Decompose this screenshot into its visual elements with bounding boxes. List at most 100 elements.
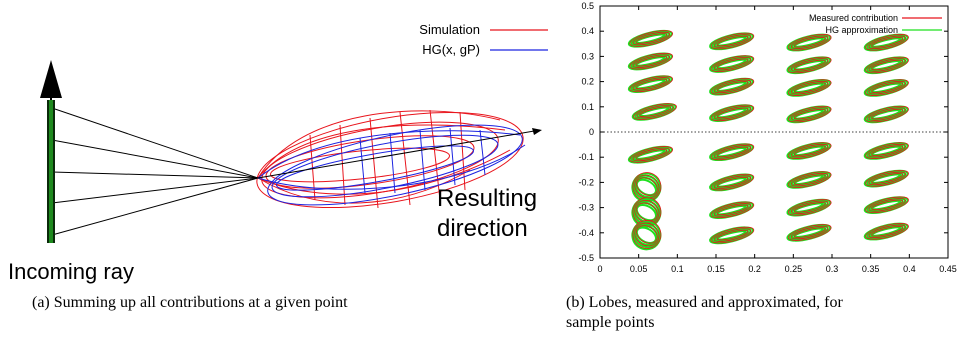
measured-lobe-ring	[713, 228, 752, 242]
measured-lobe-ring	[865, 223, 909, 240]
measured-lobe-ring	[868, 80, 906, 95]
hg-lobe-ring	[635, 56, 666, 67]
measured-lobe-ring	[632, 77, 671, 91]
measured-lobe-ring	[710, 104, 755, 122]
measured-lobe-ring	[716, 204, 749, 216]
figure-a: Simulation HG(x, gP) Resulting direction…	[0, 0, 560, 290]
measured-lobe-ring	[793, 82, 826, 93]
lobe	[709, 77, 755, 96]
measured-lobe-ring	[713, 34, 752, 48]
measured-lobe-ring	[790, 225, 829, 240]
lobe	[863, 142, 909, 160]
measured-lobe-ring	[710, 173, 755, 191]
x-tick-label: 0.25	[785, 264, 803, 274]
hg-lobe-ring	[716, 146, 747, 158]
hg-lobe-ring	[635, 149, 666, 160]
measured-lobe-ring	[710, 201, 755, 219]
hg-lobe-ring	[635, 78, 666, 90]
measured-lobe-ring	[793, 227, 826, 238]
lobe	[627, 29, 674, 48]
x-tick-label: 0.1	[671, 264, 684, 274]
x-tick-label: 0.05	[630, 264, 648, 274]
lobe	[786, 198, 832, 217]
measured-lobe-ring	[787, 34, 832, 51]
lobe	[709, 104, 755, 122]
hg-lobe-ring	[793, 227, 824, 239]
hg-lobe-ring	[871, 109, 902, 120]
measured-lobe-ring	[865, 105, 909, 123]
measured-lobe-ring	[629, 52, 674, 70]
hg-lobe-ring	[871, 37, 902, 48]
lobe	[786, 33, 832, 52]
lobe	[786, 79, 832, 97]
measured-lobe-ring	[716, 58, 749, 69]
measured-lobe-ring	[635, 55, 668, 67]
measured-lobe-ring	[865, 170, 909, 187]
measured-lobe-ring	[716, 146, 749, 158]
measured-lobe-ring	[871, 145, 904, 156]
y-tick-label: -0.4	[578, 228, 594, 238]
measured-lobe-ring	[716, 81, 749, 92]
ray-diagram: Simulation HG(x, gP) Resulting direction…	[8, 22, 548, 284]
measured-lobe-ring	[636, 104, 674, 119]
lobe	[709, 55, 755, 73]
measured-lobe-ring	[793, 202, 826, 213]
y-tick-label: 0.2	[581, 77, 594, 87]
lobe	[863, 79, 909, 97]
measured-lobe-ring	[636, 202, 658, 222]
measured-lobe-ring	[790, 35, 829, 50]
lobe	[627, 75, 674, 94]
measured-lobe-ring	[713, 106, 752, 120]
measured-lobe-ring	[713, 145, 752, 159]
measured-lobe-ring	[790, 80, 829, 95]
measured-lobe-ring	[635, 33, 668, 44]
hg-lobe-ring	[793, 60, 824, 71]
measured-lobe-ring	[790, 200, 829, 215]
measured-lobe-ring	[868, 35, 906, 50]
legend-label: Measured contribution	[809, 13, 898, 23]
hg-lobe-ring	[793, 82, 824, 94]
lobe	[863, 169, 909, 188]
lobe	[863, 196, 909, 214]
measured-lobe-ring	[868, 198, 906, 212]
measured-lobe-ring	[632, 31, 671, 46]
measured-lobe-ring	[629, 30, 674, 47]
measured-lobe-ring	[793, 145, 826, 156]
hg-lobe-ring	[871, 82, 902, 94]
measured-lobe-ring	[865, 79, 909, 96]
measured-lobe-ring	[716, 35, 749, 47]
measured-lobe-ring	[868, 171, 906, 186]
hg-lobe-ring	[793, 145, 824, 157]
measured-lobe-ring	[716, 229, 749, 241]
measured-lobe-ring	[716, 107, 749, 119]
axis-ticks: 0 0.05 0.1 0.15 0.2 0.25 0.3 0.35 0.4 0.45 0.5 0.4 0…	[578, 1, 956, 274]
lobes	[627, 29, 909, 251]
lobe	[786, 223, 832, 242]
lobe	[627, 52, 674, 71]
hg-lobe-ring	[635, 33, 666, 44]
measured-lobe-ring	[632, 147, 671, 162]
x-tick-label: 0.3	[826, 264, 839, 274]
lobe	[863, 33, 909, 52]
measured-lobe-ring	[713, 175, 752, 189]
lobe	[786, 105, 832, 124]
hg-lobe-ring	[793, 174, 824, 186]
measured-lobe-ring	[639, 106, 672, 117]
measured-lobe-ring	[865, 34, 909, 51]
figure-a-caption: (a) Summing up all contributions at a gi…	[32, 294, 348, 311]
y-tick-label: -0.3	[578, 203, 594, 213]
legend-label: HG approximation	[825, 25, 898, 35]
measured-lobe-ring	[787, 79, 832, 96]
y-tick-label: -0.5	[578, 253, 594, 263]
lobe	[786, 56, 832, 75]
lobe	[709, 173, 755, 192]
measured-lobe-ring	[871, 226, 904, 237]
measured-lobe-ring	[865, 142, 909, 159]
resulting-direction-arrow	[257, 128, 542, 179]
measured-lobe-ring	[790, 172, 829, 187]
lobe	[786, 142, 832, 160]
y-tick-label: 0.3	[581, 51, 594, 61]
measured-lobe-ring	[632, 220, 662, 249]
measured-lobe-ring	[635, 78, 668, 90]
measured-lobe-ring	[868, 58, 906, 72]
